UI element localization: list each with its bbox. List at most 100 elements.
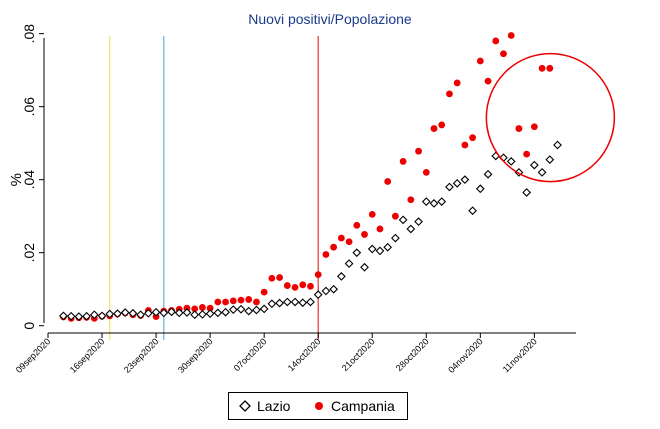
chart-title: Nuovi positivi/Popolazione — [248, 11, 412, 27]
campania-point-32 — [307, 282, 314, 290]
campania-point-53 — [469, 134, 476, 142]
campania-point-46 — [415, 147, 422, 155]
x-tick-label-3: 30sep2020 — [176, 336, 215, 375]
y-axis: 0 .02 .04 .06 .08% — [8, 24, 45, 330]
campania-point-44 — [399, 158, 407, 165]
lazio-point-49 — [437, 197, 447, 206]
lazio-point-30 — [290, 297, 300, 307]
lazio-point-64 — [553, 140, 562, 150]
campania-point-55 — [484, 77, 492, 85]
campania-point-28 — [276, 274, 283, 281]
lazio-point-29 — [282, 297, 292, 307]
lazio-point-42 — [383, 242, 393, 252]
lazio-point-40 — [367, 244, 377, 254]
legend: Lazio Campania — [228, 392, 408, 420]
campania-point-36 — [337, 234, 345, 242]
campania-point-47 — [422, 168, 430, 176]
hollow-diamond-marker-icon — [239, 400, 251, 412]
lazio-point-43 — [391, 233, 400, 243]
lazio-point-61 — [529, 160, 539, 170]
lazio-point-18 — [198, 310, 207, 319]
lazio-point-15 — [174, 308, 184, 318]
campania-point-49 — [438, 121, 446, 129]
campania-point-17 — [191, 305, 199, 313]
lazio-point-62 — [537, 167, 547, 177]
campania-point-43 — [392, 212, 399, 220]
campania-point-35 — [330, 243, 338, 251]
y-tick-label-2: .04 — [21, 170, 37, 190]
campania-point-22 — [229, 297, 237, 305]
campania-point-59 — [515, 125, 523, 132]
campania-point-25 — [253, 298, 260, 306]
campania-point-56 — [492, 37, 500, 45]
lazio-point-53 — [468, 206, 477, 216]
y-tick-label-4: .08 — [21, 24, 37, 44]
x-axis: 09sep2020 16sep2020 23sep2020 30sep2020 07oc… — [14, 332, 576, 375]
x-tick-label-0: 09sep2020 — [14, 336, 53, 375]
lazio-point-38 — [352, 248, 362, 258]
lazio-point-32 — [306, 297, 315, 307]
lazio-point-3 — [82, 311, 91, 321]
campania-point-20 — [214, 298, 222, 306]
lazio-point-54 — [475, 184, 485, 194]
lazio-point-52 — [460, 175, 470, 185]
lazio-point-58 — [506, 157, 516, 166]
lazio-point-1 — [66, 311, 76, 321]
lazio-point-5 — [97, 311, 107, 321]
lazio-point-2 — [74, 312, 84, 321]
campania-point-16 — [183, 304, 191, 312]
legend-label-lazio: Lazio — [257, 398, 291, 414]
campania-point-19 — [206, 304, 214, 312]
campania-point-31 — [299, 281, 307, 289]
lazio-point-28 — [275, 298, 284, 308]
campania-point-50 — [446, 90, 453, 98]
campania-point-34 — [322, 251, 330, 258]
campania-point-51 — [453, 79, 461, 87]
lazio-point-37 — [344, 259, 354, 269]
x-tick-label-6: 21oct2020 — [340, 336, 377, 373]
campania-point-41 — [376, 225, 384, 233]
x-tick-label-8: 04nov2020 — [446, 336, 485, 375]
campania-point-58 — [507, 32, 515, 39]
campania-point-38 — [353, 221, 361, 229]
lazio-point-22 — [228, 305, 238, 315]
campania-point-29 — [283, 282, 291, 289]
lazio-point-20 — [213, 308, 223, 318]
x-tick-label-1: 16sep2020 — [68, 336, 107, 375]
campania-point-60 — [523, 150, 531, 158]
lazio-point-17 — [190, 310, 200, 320]
filled-circle-marker-icon — [315, 402, 323, 410]
campania-point-30 — [291, 283, 299, 291]
campania-point-61 — [530, 123, 538, 131]
lazio-point-50 — [445, 182, 454, 192]
campania-point-24 — [245, 296, 253, 303]
lazio-point-31 — [298, 298, 308, 308]
campania-point-21 — [222, 298, 229, 306]
x-tick-label-9: 11nov2020 — [501, 336, 539, 374]
lazio-point-51 — [452, 178, 462, 188]
lazio-point-27 — [267, 299, 277, 309]
lazio-point-47 — [421, 197, 431, 206]
highlight-circle — [485, 52, 616, 183]
campania-point-23 — [237, 296, 245, 304]
campania-point-26 — [260, 288, 268, 296]
y-tick-label-0: 0 — [21, 322, 37, 330]
lazio-point-11 — [143, 308, 153, 318]
y-tick-label-1: .02 — [21, 243, 37, 263]
lazio-point-12 — [151, 307, 161, 317]
x-tick-label-7: 28oct2020 — [394, 336, 431, 373]
lazio-point-34 — [321, 286, 331, 296]
campania-point-52 — [461, 141, 469, 149]
lazio-point-35 — [329, 284, 339, 294]
campania-point-33 — [314, 271, 322, 278]
lazio-point-26 — [259, 304, 269, 314]
lazio-point-55 — [483, 169, 493, 179]
lazio-point-4 — [89, 310, 99, 320]
lazio-point-45 — [406, 224, 416, 234]
lazio-point-10 — [136, 310, 146, 320]
campania-point-37 — [345, 238, 353, 246]
lazio-point-9 — [128, 308, 138, 318]
annotation-layer — [485, 52, 616, 183]
lazio-point-6 — [105, 309, 115, 319]
